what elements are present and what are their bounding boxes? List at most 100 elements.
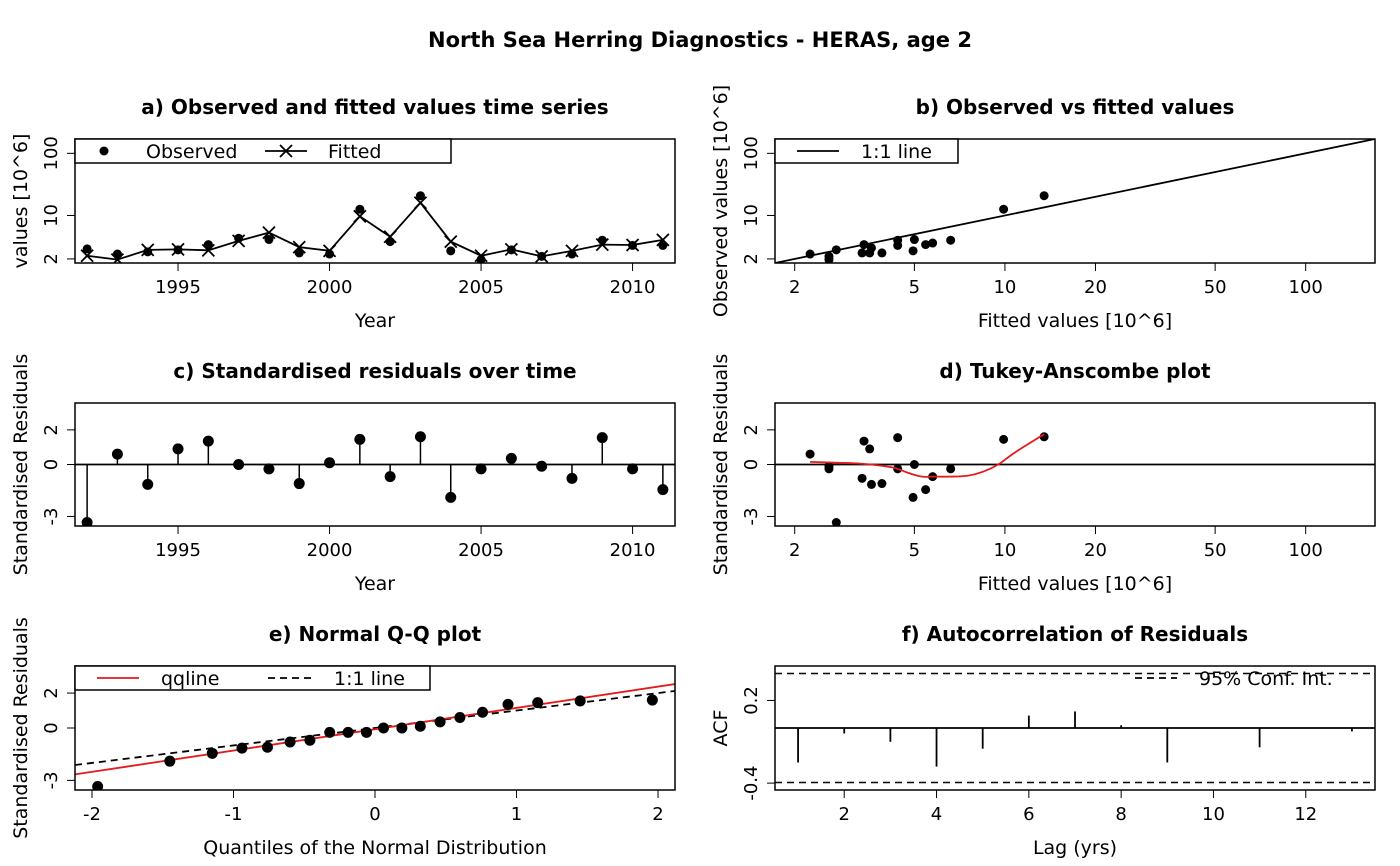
y-tick-label: -3 — [741, 507, 762, 525]
fitted-marker — [262, 225, 276, 240]
data-point — [805, 249, 815, 259]
y-axis-label: Standardised Residuals — [10, 354, 32, 576]
y-axis-label: ACF — [710, 710, 732, 747]
x-tick-label: 5 — [909, 540, 920, 561]
x-tick-label: 10 — [1202, 804, 1225, 825]
fitted-series-line — [87, 201, 664, 261]
y-axis-label: Observed values [10^6] — [710, 85, 732, 317]
qq-point — [92, 781, 104, 790]
legend-entry: Observed — [146, 141, 237, 163]
qq-point — [206, 747, 218, 759]
residual-point — [414, 431, 426, 443]
panel-title: e) Normal Q-Q plot — [269, 622, 482, 646]
residual-point — [824, 461, 834, 471]
legend-box — [74, 138, 452, 164]
qq-point — [502, 698, 514, 710]
data-point — [946, 235, 956, 245]
panel-title: c) Standardised residuals over time — [173, 359, 576, 383]
residual-point — [877, 479, 887, 489]
qq-point — [164, 755, 176, 767]
x-axis-label: Lag (yrs) — [1033, 837, 1117, 859]
residual-point — [445, 491, 457, 503]
figure-title: North Sea Herring Diagnostics - HERAS, a… — [428, 28, 972, 52]
x-tick-label: 2005 — [458, 540, 504, 561]
y-axis-label: Standardised Residuals — [710, 354, 732, 576]
residual-point — [293, 478, 305, 490]
x-tick-label: 100 — [1289, 277, 1323, 298]
y-tick-label: 10 — [741, 204, 762, 227]
residual-point — [233, 459, 245, 470]
one-to-one-line — [775, 139, 1375, 263]
x-tick-label: 4 — [931, 804, 942, 825]
observed-point — [446, 246, 456, 256]
y-tick-label: 2 — [41, 687, 62, 698]
x-tick-label: 20 — [1084, 540, 1107, 561]
plot-area — [775, 672, 1375, 784]
residual-point — [596, 432, 608, 444]
qq-point — [261, 741, 273, 753]
y-tick-label: -3 — [41, 507, 62, 525]
x-tick-label: 1995 — [155, 277, 201, 298]
plot-area — [75, 431, 675, 526]
data-point — [999, 204, 1009, 214]
y-tick-label: 2 — [741, 253, 762, 264]
observed-point — [658, 240, 668, 250]
qq-point — [396, 722, 408, 734]
observed-point — [628, 240, 638, 250]
panel-f: f) Autocorrelation of Residuals Lag (yrs)… — [710, 622, 1376, 859]
residual-point — [627, 463, 639, 475]
residual-point — [142, 478, 154, 490]
qq-point — [454, 712, 466, 724]
x-tick-label: 20 — [1084, 277, 1107, 298]
residual-point — [909, 460, 919, 469]
observed-point — [537, 251, 547, 261]
qq-point — [324, 726, 336, 738]
y-tick-label: 2 — [41, 424, 62, 435]
legend: 1:1 line — [774, 138, 959, 164]
smoother-line — [810, 433, 1045, 478]
x-tick-label: 10 — [993, 540, 1016, 561]
residual-point — [857, 473, 867, 483]
x-axis-label: Quantiles of the Normal Distribution — [203, 837, 547, 859]
y-tick-label: 0 — [41, 722, 62, 733]
x-tick-label: 2010 — [610, 277, 656, 298]
residual-point — [946, 464, 956, 474]
y-tick-label: -3 — [41, 771, 62, 789]
data-point — [928, 238, 938, 248]
qq-point — [414, 720, 426, 732]
fitted-marker — [279, 144, 293, 158]
legend-observed-marker — [99, 146, 109, 156]
fitted-marker — [413, 196, 428, 210]
residual-point — [865, 444, 875, 454]
panel-title: d) Tukey-Anscombe plot — [939, 359, 1211, 383]
x-tick-label: 2 — [789, 540, 800, 561]
residual-point — [908, 492, 918, 502]
plot-area — [80, 191, 670, 263]
residual-point — [805, 449, 815, 459]
legend-box — [74, 665, 431, 691]
residual-point — [202, 435, 214, 447]
residual-point — [354, 433, 366, 445]
legend-entry: Fitted — [328, 141, 381, 163]
panel-title: b) Observed vs fitted values — [916, 95, 1235, 119]
residual-point — [893, 433, 903, 443]
data-point — [857, 248, 867, 258]
qq-point — [284, 736, 296, 748]
observed-point — [567, 249, 577, 259]
data-point — [866, 243, 876, 253]
plot-area — [75, 683, 675, 790]
y-tick-label: 0.2 — [741, 686, 762, 715]
y-tick-label: -0.4 — [741, 766, 762, 801]
observed-point — [143, 247, 153, 257]
x-tick-label: 2 — [789, 277, 800, 298]
legend-entry: 1:1 line — [334, 668, 405, 690]
residual-point — [566, 472, 578, 484]
x-tick-label: 10 — [993, 277, 1016, 298]
residual-point — [859, 436, 869, 446]
qq-point — [304, 734, 316, 746]
panel-c: c) Standardised residuals over time Year S… — [10, 354, 676, 595]
residual-point — [657, 484, 669, 496]
data-point — [893, 235, 903, 245]
observed-point — [597, 235, 607, 245]
